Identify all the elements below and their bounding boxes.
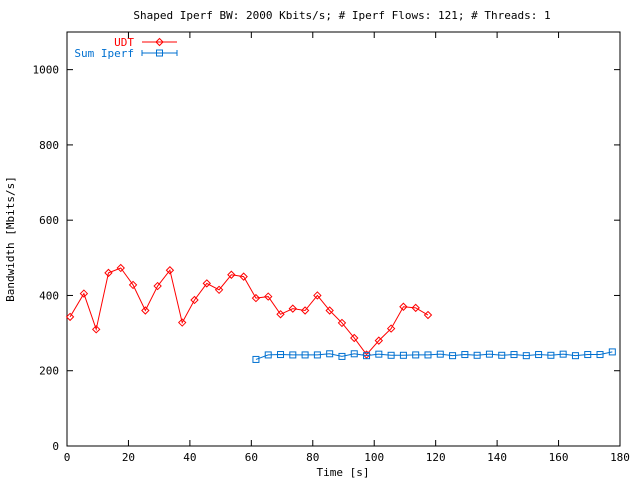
udt-point xyxy=(153,281,162,291)
udt-point xyxy=(337,318,347,328)
udt-point xyxy=(79,289,89,298)
udt-point xyxy=(325,306,334,315)
sum-iperf-point xyxy=(277,351,285,359)
y-tick-label: 400 xyxy=(39,289,59,302)
sum-iperf-point xyxy=(485,350,493,358)
x-axis: 0 20 40 60 80 100 120 140 160 180 xyxy=(64,32,630,464)
udt-point xyxy=(288,304,298,313)
udt-point xyxy=(423,310,433,320)
x-tick-label: 0 xyxy=(64,451,71,464)
udt-point xyxy=(300,306,310,315)
y-tick-label: 1000 xyxy=(33,64,60,77)
sum-iperf-point xyxy=(301,351,309,359)
udt-point xyxy=(214,285,224,295)
sum-iperf-point xyxy=(547,351,555,359)
udt-line xyxy=(69,267,429,356)
sum-iperf-point xyxy=(387,351,395,359)
sum-iperf-point xyxy=(338,352,346,360)
udt-point xyxy=(264,292,273,301)
sum-iperf-point xyxy=(436,350,444,358)
sum-iperf-point xyxy=(608,348,616,356)
x-axis-label: Time [s] xyxy=(317,466,370,479)
sum-iperf-point xyxy=(424,351,432,359)
legend-marker xyxy=(156,49,163,57)
x-tick-label: 80 xyxy=(306,451,319,464)
sum-iperf-point xyxy=(522,352,530,360)
udt-point xyxy=(350,333,359,343)
sum-iperf-point xyxy=(535,351,543,359)
sum-iperf-point xyxy=(375,350,383,358)
udt-point xyxy=(374,336,384,345)
x-tick-label: 40 xyxy=(183,451,196,464)
chart-title: Shaped Iperf BW: 2000 Kbits/s; # Iperf F… xyxy=(133,9,550,22)
sum-iperf-point xyxy=(252,355,260,363)
legend-marker xyxy=(155,37,164,47)
legend-item-sum-iperf: Sum Iperf xyxy=(74,47,178,60)
udt-point xyxy=(190,295,199,305)
legend-label: UDT xyxy=(114,36,134,49)
sum-iperf-point xyxy=(473,351,481,359)
sum-iperf-point xyxy=(559,350,567,358)
sum-iperf-point xyxy=(498,351,506,359)
udt-point xyxy=(386,324,396,333)
udt-point xyxy=(128,280,138,290)
sum-iperf-point xyxy=(289,351,297,359)
legend-item-udt: UDT xyxy=(114,36,177,49)
x-tick-label: 160 xyxy=(549,451,569,464)
y-tick-label: 600 xyxy=(39,214,59,227)
sum-iperf-point xyxy=(510,351,518,359)
udt-point xyxy=(104,268,113,278)
udt-point xyxy=(399,302,408,311)
udt-point xyxy=(276,310,285,319)
y-tick-label: 0 xyxy=(52,440,59,453)
udt-point xyxy=(165,266,175,275)
plot-frame xyxy=(66,31,621,447)
x-tick-label: 20 xyxy=(122,451,135,464)
y-tick-label: 800 xyxy=(39,139,59,152)
sum-iperf-point xyxy=(584,351,592,359)
sum-iperf-point xyxy=(449,352,457,360)
udt-point xyxy=(116,263,125,273)
sum-iperf-point xyxy=(596,351,604,359)
x-tick-label: 180 xyxy=(610,451,630,464)
series-layer xyxy=(65,263,616,363)
x-tick-label: 140 xyxy=(487,451,507,464)
udt-point xyxy=(251,293,261,303)
y-axis-label: Bandwidth [Mbits/s] xyxy=(4,176,17,302)
sum-iperf-point xyxy=(350,350,358,358)
sum-iperf-point xyxy=(571,352,579,360)
udt-point xyxy=(178,318,187,327)
series-udt xyxy=(65,263,433,359)
udt-point xyxy=(227,270,236,279)
sum-iperf-point xyxy=(461,351,469,359)
sum-iperf-point xyxy=(326,350,334,358)
series-sum-iperf xyxy=(252,348,616,363)
sum-iperf-point xyxy=(412,351,420,359)
udt-point xyxy=(141,306,150,315)
sum-iperf-line xyxy=(255,351,613,360)
y-axis: 0 200 400 600 800 1000 xyxy=(33,64,620,453)
sum-iperf-point xyxy=(399,351,407,359)
legend-label: Sum Iperf xyxy=(74,47,134,60)
udt-point xyxy=(239,272,248,281)
sum-iperf-point xyxy=(313,351,321,359)
sum-iperf-point xyxy=(264,351,272,359)
udt-point xyxy=(65,312,75,322)
x-tick-label: 100 xyxy=(364,451,384,464)
udt-point xyxy=(313,291,322,300)
sum-iperf-point xyxy=(363,352,371,360)
udt-point xyxy=(91,325,101,334)
udt-point xyxy=(362,350,371,359)
x-tick-label: 120 xyxy=(426,451,446,464)
x-tick-label: 60 xyxy=(245,451,258,464)
udt-point xyxy=(202,279,211,288)
y-tick-label: 200 xyxy=(39,365,59,378)
udt-point xyxy=(411,303,420,313)
